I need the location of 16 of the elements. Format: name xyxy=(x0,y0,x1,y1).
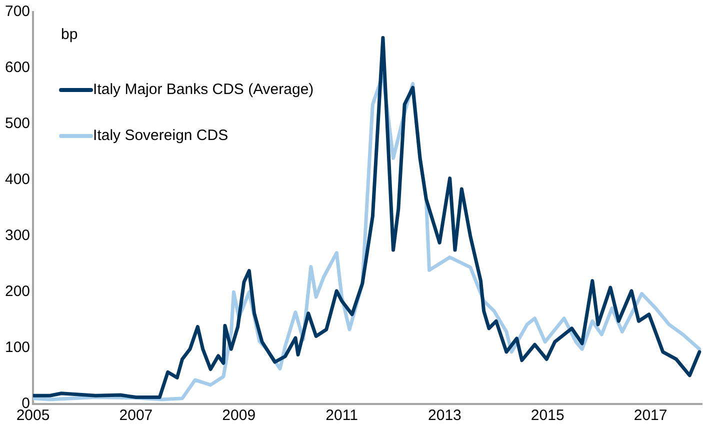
y-tick-label: 300 xyxy=(4,227,30,244)
x-tick-label: 2015 xyxy=(530,407,564,424)
y-tick-label: 200 xyxy=(4,283,30,300)
y-tick-label: 100 xyxy=(4,339,30,356)
y-tick-label: 700 xyxy=(4,3,30,20)
y-tick-label: 600 xyxy=(4,59,30,76)
legend-label: Italy Major Banks CDS (Average) xyxy=(93,81,314,98)
y-tick-label: 400 xyxy=(4,171,30,188)
x-tick-label: 2011 xyxy=(326,407,358,424)
y-axis-title: bp xyxy=(61,26,78,44)
x-tick-label: 2009 xyxy=(222,407,256,424)
legend-label: Italy Sovereign CDS xyxy=(93,127,228,144)
y-tick-label: 500 xyxy=(4,115,30,132)
x-tick-label: 2013 xyxy=(428,407,462,424)
x-tick-label: 2017 xyxy=(634,407,668,424)
x-tick-label: 2007 xyxy=(119,407,153,424)
